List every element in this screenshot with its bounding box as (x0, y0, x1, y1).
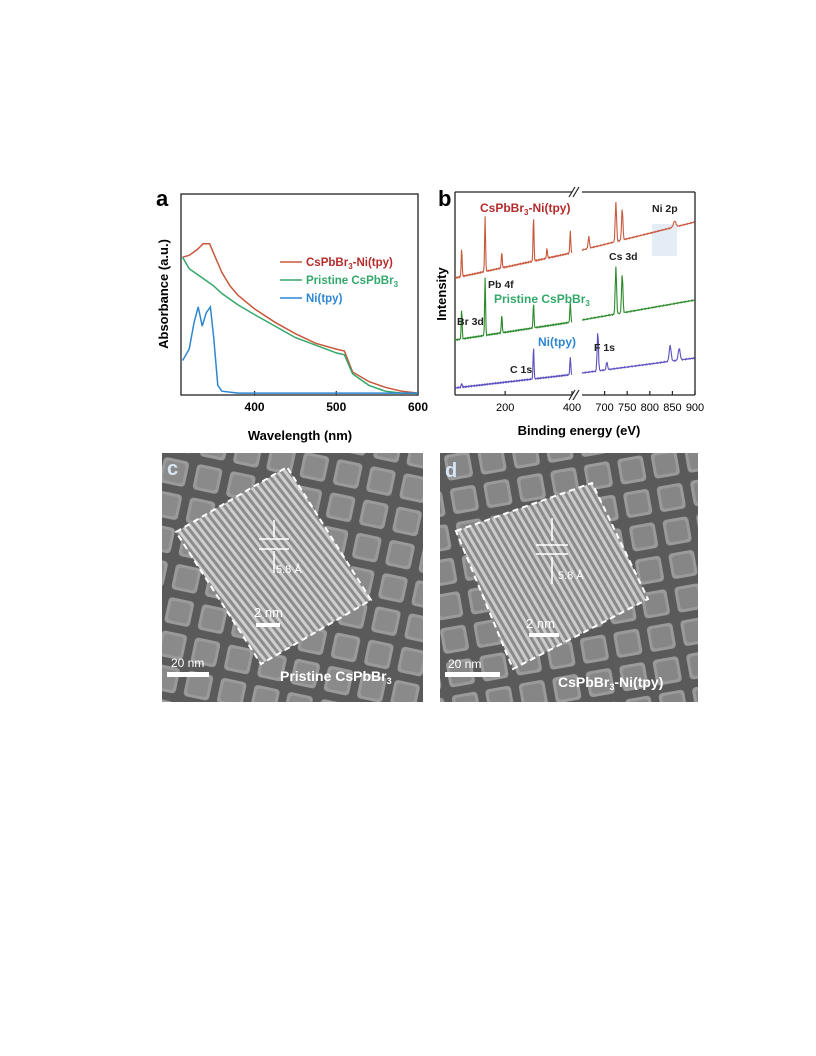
series-label-nitpy: Ni(tpy) (538, 335, 576, 349)
series-label-pristine: Pristine CsPbBr3 (494, 292, 590, 308)
panel-d-letter: d (445, 460, 457, 482)
peak-label-pb4f: Pb 4f (488, 279, 514, 291)
panel-c-caption: Pristine CsPbBr3 (280, 668, 392, 686)
x-tick-label-400: 400 (245, 400, 265, 414)
series-line-2 (181, 304, 418, 394)
panel-b: b 200 400 700 750 800 850 900 CsPbBr3-Ni(tpy) … (432, 182, 704, 444)
series-label-hybrid: CsPbBr3-Ni(tpy) (480, 201, 570, 217)
xps-trace-0-seg0 (454, 216, 573, 280)
scale-label: 20 nm (171, 656, 204, 670)
panel-a: a 400 500 600 CsPbBr3-Ni(tpy) Pristine CsP… (150, 182, 430, 444)
legend-label-nitpy: Ni(tpy) (306, 293, 343, 305)
xps-trace-1-seg1 (582, 266, 695, 322)
legend: CsPbBr3-Ni(tpy) Pristine CsPbBr3 Ni(tpy) (280, 257, 399, 305)
x-tick-label-500: 500 (326, 400, 346, 414)
xps-trace-1-seg0 (454, 277, 573, 342)
legend-label-hybrid: CsPbBr3-Ni(tpy) (306, 257, 393, 271)
panel-c-tem-image: 5.8 Å 2 nm c 20 nm Pristine CsPbBr3 (162, 453, 423, 702)
y-axis-label: Absorbance (a.u.) (156, 239, 171, 349)
tem-micrograph: 5.8 Å 2 nm c 20 nm Pristine CsPbBr3 (162, 453, 423, 702)
x-axis-label: Binding energy (eV) (518, 423, 641, 438)
xps-trace-2-seg0 (454, 348, 573, 390)
peak-label-f1s: F 1s (594, 342, 615, 354)
xps-chart: b 200 400 700 750 800 850 900 CsPbBr3-Ni(tpy) … (434, 186, 704, 438)
peak-label-c1s: C 1s (510, 364, 532, 376)
panel-d-caption: CsPbBr3-Ni(tpy) (558, 674, 663, 692)
lattice-spacing-label: 5.8 Å (276, 563, 302, 576)
x-tick-label-750: 750 (618, 402, 636, 414)
peak-label-ni2p: Ni 2p (652, 203, 678, 215)
scale-bar (445, 672, 500, 677)
lattice-spacing-label: 5.8 Å (558, 569, 584, 582)
absorbance-chart: a 400 500 600 CsPbBr3-Ni(tpy) Pristine CsP… (156, 186, 428, 443)
inner-scale-bar (529, 633, 559, 637)
panel-a-letter: a (156, 186, 169, 211)
x-tick-label-600: 600 (408, 400, 428, 414)
lattice-spacing-marker (259, 520, 289, 573)
ni2p-highlight (652, 224, 677, 256)
peak-label-br3d: Br 3d (457, 316, 484, 328)
x-tick-label-800: 800 (641, 402, 659, 414)
inner-scale-label: 2 nm (254, 605, 283, 620)
xps-trace-2-seg1 (581, 333, 695, 374)
y-axis-label: Intensity (434, 267, 449, 321)
x-axis-label: Wavelength (nm) (248, 428, 352, 443)
panel-d-tem-image: 5.8 Å 2 nm d 20 nm CsPbBr3-Ni(tpy) (440, 453, 698, 702)
x-tick-label-700: 700 (595, 402, 613, 414)
xps-trace-0-seg1 (581, 201, 695, 252)
plot-frame (454, 191, 696, 396)
lattice-spacing-marker (536, 518, 568, 584)
series-line-0 (182, 243, 419, 394)
tem-micrograph: 5.8 Å 2 nm d 20 nm CsPbBr3-Ni(tpy) (440, 453, 698, 702)
peak-label-cs3d: Cs 3d (609, 251, 638, 263)
inner-scale-label: 2 nm (526, 616, 555, 631)
legend-label-pristine: Pristine CsPbBr3 (306, 275, 399, 289)
plot-frame (180, 193, 419, 396)
panel-b-letter: b (438, 186, 451, 211)
x-tick-label-200: 200 (496, 402, 514, 414)
panel-c-letter: c (167, 458, 178, 480)
scale-label: 20 nm (448, 657, 481, 671)
x-tick-label-900: 900 (686, 402, 704, 414)
x-tick-label-400: 400 (563, 402, 581, 414)
series-line-1 (181, 256, 418, 394)
inner-scale-bar (256, 623, 280, 627)
x-tick-label-850: 850 (663, 402, 681, 414)
scale-bar (167, 672, 209, 677)
